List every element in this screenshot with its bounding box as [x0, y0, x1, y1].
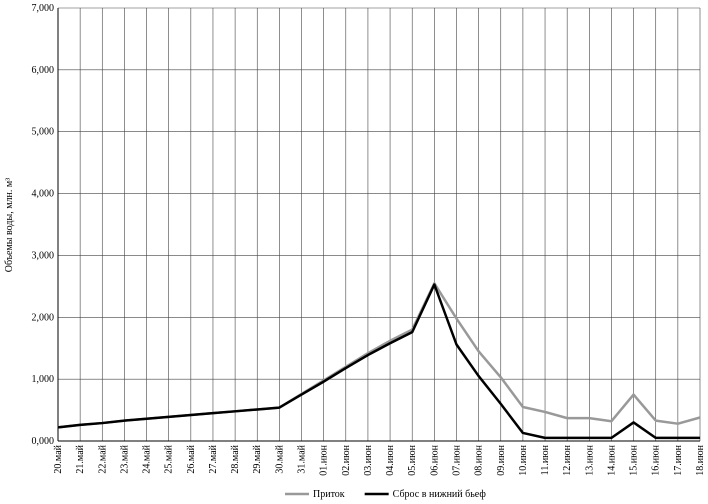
x-tick-label: 07.июн [451, 444, 462, 475]
x-tick-label: 18.июн [695, 444, 706, 475]
x-tick-label: 28.май [230, 444, 241, 473]
y-tick-label: 0,000 [32, 436, 55, 447]
x-tick-label: 21.май [75, 444, 86, 473]
x-tick-label: 06.июн [429, 444, 440, 475]
x-tick-label: 30.май [274, 444, 285, 473]
x-tick-label: 23.май [119, 444, 130, 473]
series-line [57, 282, 701, 429]
series-line [57, 283, 700, 440]
legend-label: Сброс в нижний бьеф [393, 489, 487, 500]
x-tick-label: 27.май [208, 444, 219, 473]
x-tick-label: 08.июн [474, 444, 485, 475]
x-tick-label: 13.июн [584, 444, 595, 475]
x-tick-label: 09.июн [496, 444, 507, 475]
x-tick-label: 11.июн [540, 444, 551, 475]
x-tick-label: 16.июн [651, 444, 662, 475]
x-tick-label: 10.июн [518, 444, 529, 475]
x-tick-label: 24.май [142, 444, 153, 473]
y-tick-label: 2,000 [32, 312, 55, 323]
y-tick-label: 7,000 [32, 3, 55, 14]
x-tick-label: 20.май [53, 444, 64, 473]
y-tick-label: 3,000 [32, 250, 55, 261]
y-tick-label: 6,000 [32, 65, 55, 76]
x-tick-label: 31.май [297, 444, 308, 473]
x-tick-label: 17.июн [673, 444, 684, 475]
legend-label: Приток [313, 489, 345, 500]
y-tick-label: 5,000 [32, 127, 55, 138]
y-tick-label: 1,000 [32, 374, 55, 385]
x-tick-label: 02.июн [341, 444, 352, 475]
x-tick-label: 22.май [97, 444, 108, 473]
x-tick-label: 01.июн [319, 444, 330, 475]
x-tick-label: 14.июн [606, 444, 617, 475]
x-tick-label: 12.июн [562, 444, 573, 475]
x-tick-label: 29.май [252, 444, 263, 473]
x-tick-label: 04.июн [385, 444, 396, 475]
x-tick-label: 26.май [186, 444, 197, 473]
x-tick-label: 03.июн [363, 444, 374, 475]
y-tick-label: 4,000 [32, 189, 55, 200]
x-tick-label: 05.июн [407, 444, 418, 475]
x-tick-label: 25.май [164, 444, 175, 473]
y-axis-label: Объемы воды, млн. м³ [4, 178, 15, 272]
x-tick-label: 15.июн [629, 444, 640, 475]
